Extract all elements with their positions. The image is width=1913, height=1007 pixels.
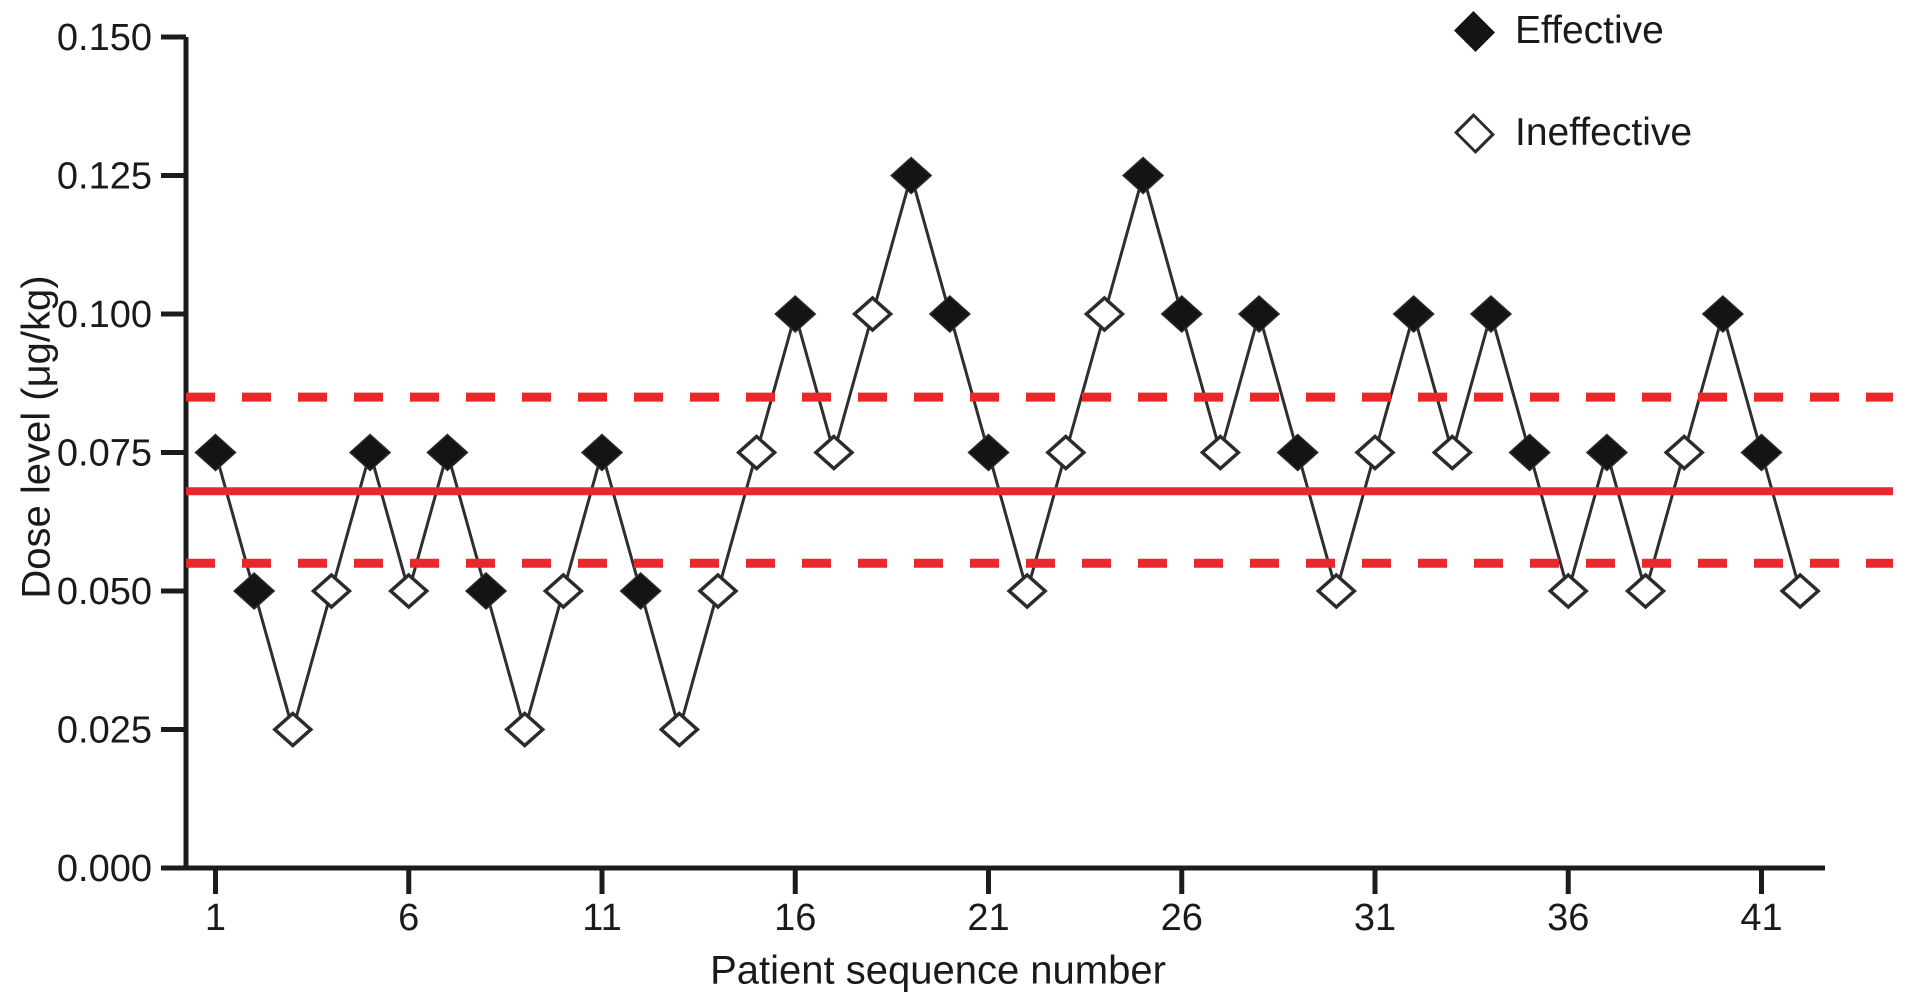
data-point-effective <box>464 571 508 611</box>
x-axis-tick-label: 1 <box>205 897 226 939</box>
data-point-effective <box>233 571 276 611</box>
data-point-effective <box>426 433 469 472</box>
y-axis-tick-label: 0.050 <box>57 571 152 613</box>
data-point-ineffective <box>813 434 855 471</box>
data-point-ineffective <box>1624 572 1667 610</box>
y-axis-title: Dose level (μg/kg) <box>14 275 59 599</box>
data-point-ineffective <box>697 572 739 610</box>
x-axis-tick-label: 41 <box>1740 897 1782 939</box>
data-point-effective <box>890 156 933 195</box>
data-point-ineffective <box>1045 434 1087 471</box>
data-point-ineffective <box>310 572 353 610</box>
data-point-ineffective <box>1006 572 1048 610</box>
data-point-effective <box>967 433 1010 472</box>
legend: Effective Ineffective <box>1453 6 1693 210</box>
data-point-effective <box>1121 156 1165 195</box>
data-point-ineffective <box>1547 572 1589 610</box>
data-point-ineffective <box>504 711 546 748</box>
data-point-effective <box>1392 294 1435 334</box>
x-axis-tick-label: 16 <box>774 897 816 939</box>
y-axis-tick-label: 0.150 <box>57 17 152 59</box>
x-axis-tick-label: 31 <box>1354 897 1396 939</box>
data-point-effective <box>928 294 971 334</box>
data-point-effective <box>619 571 662 611</box>
data-point-ineffective <box>658 711 700 748</box>
data-point-effective <box>348 433 392 472</box>
x-axis-tick-label: 6 <box>398 897 419 939</box>
data-point-effective <box>1701 294 1744 334</box>
data-point-ineffective <box>851 295 894 333</box>
data-point-ineffective <box>542 572 584 610</box>
x-axis-tick-label: 36 <box>1547 897 1589 939</box>
data-point-ineffective <box>1199 434 1242 471</box>
data-point-effective <box>774 294 817 334</box>
data-point-ineffective <box>1663 434 1705 471</box>
data-point-effective <box>580 433 624 472</box>
y-axis-tick-label: 0.100 <box>57 294 152 336</box>
legend-item-effective: Effective <box>1453 6 1692 56</box>
data-point-effective <box>194 433 237 472</box>
data-point-ineffective <box>1315 572 1357 610</box>
y-axis-tick-label: 0.075 <box>57 433 152 475</box>
x-axis-tick-label: 26 <box>1161 897 1203 939</box>
data-point-effective <box>1276 433 1319 472</box>
legend-label-effective: Effective <box>1515 9 1664 52</box>
data-point-ineffective <box>1354 434 1396 471</box>
data-point-ineffective <box>1083 295 1126 333</box>
series-line <box>214 169 1802 736</box>
y-axis-tick-label: 0.125 <box>57 156 152 198</box>
open-diamond-icon <box>1453 112 1496 154</box>
x-axis-tick-label: 11 <box>582 897 621 939</box>
x-axis-tick-label: 21 <box>967 897 1009 939</box>
x-axis-title: Patient sequence number <box>710 948 1166 993</box>
data-point-effective <box>1508 433 1551 472</box>
y-axis-tick-label: 0.000 <box>57 848 152 890</box>
filled-diamond-icon <box>1453 10 1496 52</box>
legend-item-ineffective: Ineffective <box>1453 108 1693 158</box>
data-point-ineffective <box>388 572 430 610</box>
data-point-effective <box>1469 294 1513 334</box>
data-point-ineffective <box>1431 434 1473 471</box>
data-point-ineffective <box>735 434 778 471</box>
data-point-ineffective <box>272 711 314 748</box>
data-point-ineffective <box>1779 572 1821 610</box>
legend-label-ineffective: Ineffective <box>1515 111 1693 154</box>
data-point-effective <box>1160 294 1203 334</box>
data-point-effective <box>1740 433 1783 472</box>
data-point-effective <box>1585 433 1629 472</box>
y-axis-tick-label: 0.025 <box>57 710 152 752</box>
data-point-effective <box>1237 294 1281 334</box>
